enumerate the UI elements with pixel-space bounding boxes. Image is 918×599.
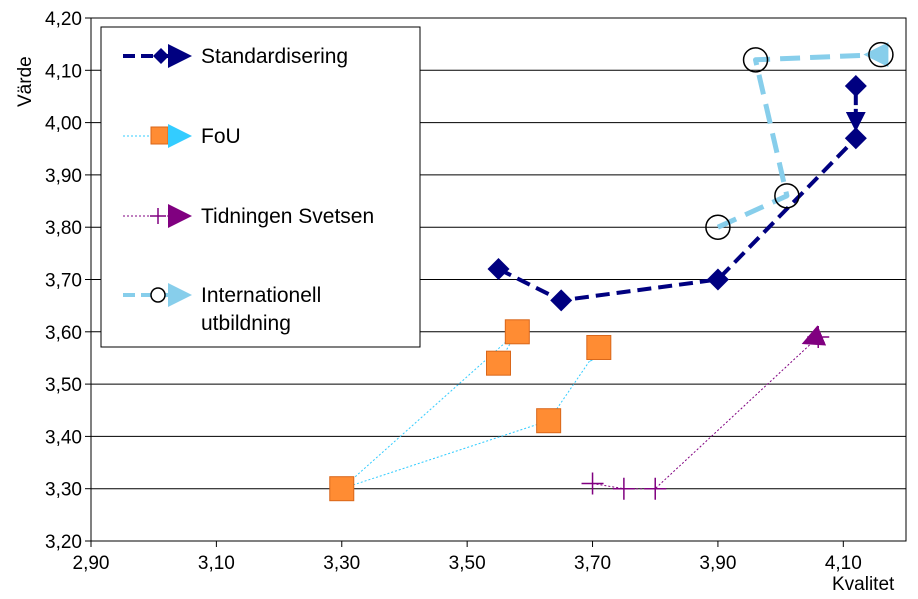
legend-plus-icon [150, 208, 166, 224]
legend-item-internationell-utbildning: Internationell utbildning [123, 283, 321, 335]
legend-diamond-icon [153, 48, 169, 64]
legend-arrow-icon [168, 124, 192, 148]
legend-arrow-icon [168, 44, 192, 68]
x-tick-label: 2,90 [73, 553, 110, 574]
data-point [329, 476, 355, 502]
x-axis-ticks: 2,90 3,10 3,30 3,50 3,70 3,90 4,10 [73, 541, 862, 574]
series-3 [705, 41, 894, 240]
data-point [706, 268, 729, 291]
legend-circle-icon [150, 287, 166, 303]
data-point [844, 74, 867, 97]
data-point [550, 289, 573, 312]
data-point [774, 183, 800, 209]
data-point [536, 408, 562, 434]
data-point [742, 47, 769, 73]
legend-item-standardisering: Standardisering [123, 44, 348, 68]
legend-item-tidningen-svetsen: Tidningen Svetsen [123, 204, 374, 228]
legend-square-icon [150, 126, 169, 145]
legend-label: Tidningen Svetsen [201, 205, 374, 228]
y-tick-label: 3,60 [45, 323, 82, 344]
y-tick-label: 3,70 [45, 271, 82, 292]
data-point [612, 477, 635, 500]
y-tick-label: 4,20 [45, 9, 82, 30]
series-layer [329, 41, 894, 502]
data-point [844, 127, 867, 150]
legend-label: FoU [201, 125, 241, 148]
y-tick-label: 3,30 [45, 480, 82, 501]
legend-arrow-icon [168, 283, 192, 307]
x-tick-label: 3,50 [449, 553, 486, 574]
legend-label: Standardisering [201, 45, 348, 68]
data-point [644, 477, 667, 500]
data-point [504, 319, 530, 345]
y-tick-label: 4,10 [45, 61, 82, 82]
data-point [486, 350, 511, 376]
x-tick-label: 3,70 [574, 553, 611, 574]
data-point [581, 472, 604, 495]
x-tick-label: 3,10 [198, 553, 235, 574]
series-line [497, 84, 866, 303]
series-0 [487, 74, 867, 312]
data-point [705, 214, 731, 240]
series-line [716, 42, 889, 230]
series-2 [581, 325, 830, 500]
x-tick-label: 3,30 [323, 553, 360, 574]
y-axis-label: Värde [15, 56, 36, 107]
legend-arrow-icon [168, 204, 192, 228]
y-tick-label: 3,80 [45, 218, 82, 239]
data-point [487, 258, 510, 281]
y-tick-label: 3,50 [45, 375, 82, 396]
y-axis-ticks: 3,20 3,30 3,40 3,50 3,60 3,70 3,80 3,90 4,00 4,10… [45, 9, 91, 553]
y-tick-label: 3,40 [45, 427, 82, 448]
data-point [868, 41, 894, 68]
y-tick-label: 3,90 [45, 166, 82, 187]
series-1 [329, 319, 612, 502]
legend-label: Internationell [201, 284, 321, 307]
x-tick-label: 3,90 [699, 553, 736, 574]
legend-label: utbildning [201, 312, 291, 335]
x-tick-label: 4,10 [825, 553, 862, 574]
legend-item-fou: FoU [123, 124, 241, 148]
y-tick-label: 4,00 [45, 114, 82, 135]
legend: Standardisering FoU Tidningen Svetsen In… [100, 26, 421, 348]
data-point [586, 334, 612, 360]
series-line [592, 325, 827, 490]
y-tick-label: 3,20 [45, 532, 82, 553]
x-axis-label: Kvalitet [832, 574, 895, 595]
data-point [807, 326, 830, 349]
